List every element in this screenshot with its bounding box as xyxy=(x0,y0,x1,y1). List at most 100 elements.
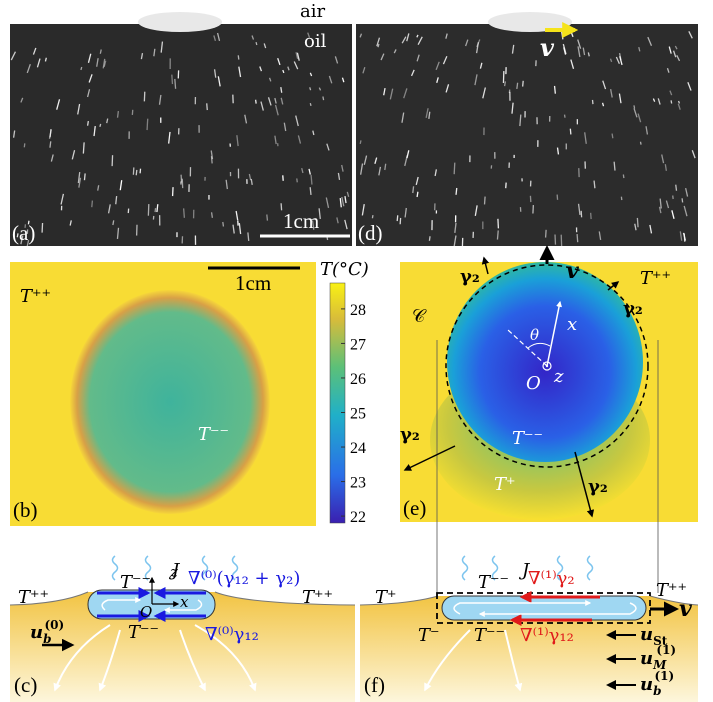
particle-streak xyxy=(454,163,455,175)
particle-streak xyxy=(45,58,46,62)
particle-streak xyxy=(92,201,93,208)
particle-streak xyxy=(614,162,615,171)
colorbar-gradient xyxy=(330,283,345,523)
particle-streak xyxy=(640,142,641,145)
theta-label: θ xyxy=(530,326,539,344)
particle-streak xyxy=(207,103,208,110)
particle-streak xyxy=(397,215,398,221)
particle-streak xyxy=(555,86,556,94)
cold-spot xyxy=(70,290,270,514)
symbol: u xyxy=(30,622,43,643)
origin-marker xyxy=(546,365,548,367)
oil-label: oil xyxy=(304,31,327,52)
z-axis-label: z xyxy=(553,366,564,387)
panel-a: air oil 1cm (a) xyxy=(10,1,352,249)
particle-streak xyxy=(113,220,114,225)
particle-streak xyxy=(637,218,638,227)
particle-streak xyxy=(577,234,578,242)
particle-streak xyxy=(612,134,613,139)
panel-label: (d) xyxy=(358,221,383,245)
velocity-label: v xyxy=(540,33,555,62)
bottom-temperature: T⁻⁻ xyxy=(128,622,159,643)
gamma-label: γ₂ xyxy=(400,424,420,445)
particle-streak xyxy=(311,175,312,185)
particle-streak xyxy=(256,100,257,104)
particle-streak xyxy=(385,164,386,170)
particle-streak xyxy=(212,212,213,218)
bottom-temperature: T⁻⁻ xyxy=(474,625,505,646)
top-temperature: T⁻⁻ xyxy=(120,572,151,593)
particle-streak xyxy=(497,230,498,239)
top-gradient: ∇⁽⁰⁾(γ₁₂ + γ₂) xyxy=(188,568,300,589)
inner-temperature: T⁻⁻ xyxy=(512,428,543,449)
particle-streak xyxy=(88,121,89,126)
photo xyxy=(356,24,698,246)
particle-streak xyxy=(634,105,635,108)
particle-streak xyxy=(116,196,117,204)
panel-label: (c) xyxy=(14,673,37,697)
particle-streak xyxy=(211,156,212,163)
particle-streak xyxy=(429,236,430,241)
particle-streak xyxy=(281,87,282,93)
x-axis-label: x xyxy=(180,593,189,611)
particle-streak xyxy=(248,232,249,240)
bottom-gradient: ∇⁽⁰⁾γ₁₂ xyxy=(205,624,259,645)
panel-label: (e) xyxy=(403,496,426,520)
gamma-label: γ₂ xyxy=(623,298,643,319)
particle-streak xyxy=(147,119,148,130)
particle-streak xyxy=(517,83,518,89)
panel-c: z x O T⁺⁺ T⁺⁺ T⁻⁻ T⁻⁻ ∇⁽⁰⁾(γ₁₂ + γ₂) ∇⁽⁰… xyxy=(10,563,355,702)
panel-e: v γ₂ γ₂ γ₂ γ₂ T⁺⁺ 𝒞 θ x O z T⁻⁻ T⁺ (e) xyxy=(400,248,698,593)
superscript: (1) xyxy=(656,643,676,657)
particle-streak xyxy=(679,101,680,103)
particle-streak xyxy=(184,208,185,217)
particle-streak xyxy=(100,49,101,53)
particle-streak xyxy=(682,198,683,202)
particle-streak xyxy=(281,203,282,210)
particle-streak xyxy=(310,87,311,90)
particle-streak xyxy=(676,185,677,191)
colorbar-tick-label: 23 xyxy=(350,475,366,492)
origin-label: O xyxy=(526,373,541,394)
right-temperature: T⁺⁺ xyxy=(656,580,687,601)
particle-streak xyxy=(372,215,373,218)
colorbar-tick-label: 27 xyxy=(350,336,366,353)
particle-streak xyxy=(100,124,101,127)
wake-temperature: T⁺ xyxy=(494,474,516,495)
symbol: u xyxy=(640,624,653,645)
gamma-label: γ₂ xyxy=(588,476,608,497)
particle-streak xyxy=(456,188,457,195)
particle-streak xyxy=(118,111,119,118)
z-axis-label: z xyxy=(169,563,178,581)
particle-streak xyxy=(136,170,137,175)
left-temperature: T⁺ xyxy=(375,587,397,608)
colorbar-tick-label: 24 xyxy=(350,440,366,457)
particle-streak xyxy=(594,181,595,189)
particle-streak xyxy=(310,187,311,195)
x-axis-label: x xyxy=(567,314,577,335)
inner-temperature: T⁻⁻ xyxy=(198,424,229,445)
particle-streak xyxy=(417,192,418,197)
figure: air oil 1cm (a) v (d) 1cm T⁺⁺ T⁻⁻ (b) T(… xyxy=(0,0,713,702)
particle-streak xyxy=(238,55,239,59)
particle-streak xyxy=(297,178,298,182)
heat-flux: JJ xyxy=(113,556,593,581)
particle-streak xyxy=(157,204,158,212)
particle-streak xyxy=(485,197,486,205)
particle-streak xyxy=(323,96,324,100)
particle-streak xyxy=(570,129,571,135)
contour-label: 𝒞 xyxy=(412,306,427,327)
particle-streak xyxy=(267,214,268,220)
particle-streak xyxy=(181,175,182,183)
particle-streak xyxy=(223,222,224,226)
colorbar-tick-label: 26 xyxy=(350,371,366,388)
panel-label: (b) xyxy=(13,498,38,522)
outer-temperature: T⁺⁺ xyxy=(640,268,671,289)
top-temperature: T⁻⁻ xyxy=(478,572,509,593)
panel-d: v (d) xyxy=(356,12,698,249)
colorbar: T(°C) 22232425262728 xyxy=(320,259,369,526)
superscript: (1) xyxy=(654,669,674,683)
scale-label: 1cm xyxy=(235,271,271,295)
panel-b: 1cm T⁺⁺ T⁻⁻ (b) xyxy=(10,262,316,526)
particle-streak xyxy=(378,44,379,47)
